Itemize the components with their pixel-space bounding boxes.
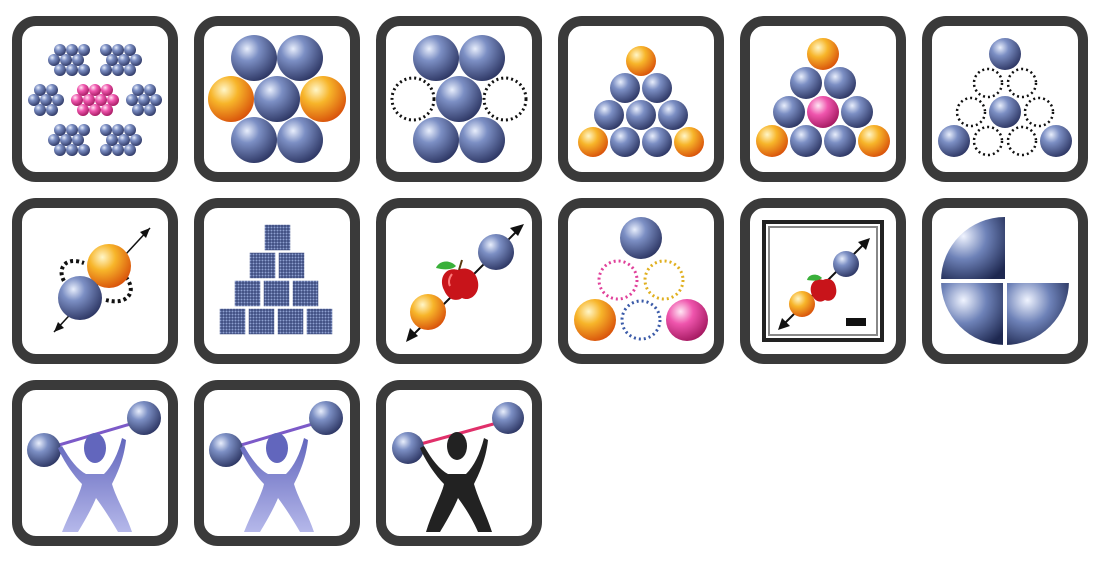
tile-11[interactable] (740, 198, 906, 364)
tile-4[interactable] (558, 16, 724, 182)
weightlifter-purple-icon (209, 401, 343, 532)
framed-apple-spheres-icon (762, 220, 884, 342)
binding-pair-dotted-orbits-icon (53, 227, 151, 333)
quartered-sphere-icon (941, 217, 1069, 345)
tile-2[interactable] (194, 16, 360, 182)
tile-14[interactable] (194, 380, 360, 546)
close-packed-spheres-vacancies-icon (390, 35, 528, 163)
apple-between-spheres-icon (406, 224, 524, 342)
tile-7[interactable] (12, 198, 178, 364)
tile-1[interactable] (12, 16, 178, 182)
tile-10[interactable] (558, 198, 724, 364)
tile-3[interactable] (376, 16, 542, 182)
hexagonal-cluster-lattice-icon (28, 44, 162, 156)
cube-pyramid-stack-icon (218, 223, 334, 336)
close-packed-spheres-orange-sides-icon (208, 35, 346, 163)
tile-9[interactable] (376, 198, 542, 364)
tile-15[interactable] (376, 380, 542, 546)
tile-13[interactable] (12, 380, 178, 546)
weightlifter-purple-icon (27, 401, 161, 532)
sphere-pyramid-vacancies-icon (938, 38, 1072, 157)
tile-12[interactable] (922, 198, 1088, 364)
tile-8[interactable] (194, 198, 360, 364)
colored-vacancy-pyramid-icon (574, 217, 708, 341)
sphere-pyramid-pink-center-icon (756, 38, 890, 157)
weightlifter-black-icon (392, 402, 524, 532)
sphere-pyramid-orange-corners-icon (578, 46, 704, 157)
tile-5[interactable] (740, 16, 906, 182)
tile-6[interactable] (922, 16, 1088, 182)
